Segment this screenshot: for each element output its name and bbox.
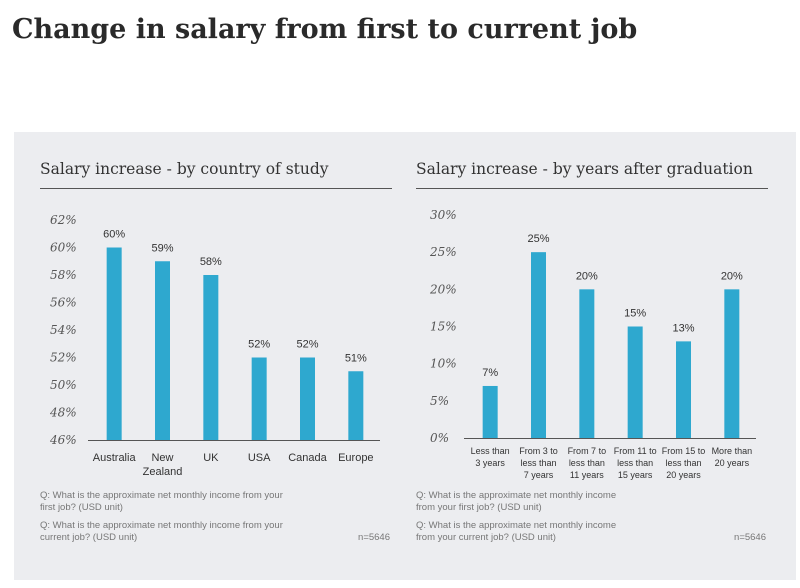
country-note-current-job: Q: What is the approximate net monthly i… — [40, 520, 283, 544]
years-note-first-job-line2: from your first job? (USD unit) — [416, 502, 542, 513]
country-note-current-job-line1: Q: What is the approximate net monthly i… — [40, 520, 283, 531]
bar — [251, 357, 267, 440]
bar-value-label: 59% — [151, 242, 173, 254]
country-chart: Salary increase - by country of study 46… — [40, 160, 392, 570]
category-label: Canada — [288, 452, 327, 464]
page-title: Change in salary from first to current j… — [12, 14, 638, 45]
bar-value-label: 52% — [248, 339, 270, 351]
bar-value-label: 60% — [103, 229, 125, 241]
country-note-first-job: Q: What is the approximate net monthly i… — [40, 490, 283, 514]
chart-panel: Salary increase - by country of study 46… — [14, 132, 796, 580]
bar-value-label: 20% — [721, 270, 743, 282]
country-chart-plot: 46% 48% 50% 52% 54% 56% 58% 60% 62% 60% Australia 5… — [49, 213, 380, 478]
y-tick-label: 62% — [50, 213, 77, 227]
country-chart-title: Salary increase - by country of study — [40, 160, 329, 178]
bar — [155, 261, 170, 440]
y-tick-label: 58% — [50, 268, 77, 282]
bar-value-label: 7% — [482, 367, 498, 379]
years-chart-plot: 0% 5% 10% 15% 20% 25% 30% 7% Less than 3 years 25%… — [429, 208, 756, 480]
bar — [203, 275, 219, 440]
y-tick-label: 0% — [430, 431, 449, 445]
y-tick-label: 5% — [430, 394, 449, 408]
category-label: UK — [203, 452, 219, 464]
y-tick-label: 25% — [429, 245, 457, 259]
y-tick-label: 54% — [50, 323, 77, 337]
category-label: From 3 to less than 7 years — [519, 446, 558, 480]
bar-value-label: 58% — [200, 256, 222, 268]
bar-value-label: 51% — [345, 352, 367, 364]
category-label: From 15 to less than 20 years — [662, 446, 706, 480]
years-note-first-job: Q: What is the approximate net monthly i… — [416, 490, 616, 514]
bar — [300, 357, 315, 440]
bar — [627, 326, 643, 438]
bar-value-label: 25% — [527, 233, 549, 245]
y-tick-label: 20% — [429, 282, 457, 296]
years-note-first-job-line1: Q: What is the approximate net monthly i… — [416, 490, 617, 501]
country-note-first-job-line2: first job? (USD unit) — [40, 502, 123, 513]
category-label: More than 20 years — [712, 446, 753, 468]
years-note-current-job-line1: Q: What is the approximate net monthly i… — [416, 520, 617, 531]
years-note-current-job: Q: What is the approximate net monthly i… — [416, 520, 616, 544]
y-tick-label: 52% — [50, 351, 77, 365]
y-tick-label: 15% — [430, 320, 457, 334]
category-label: Less than 3 years — [471, 446, 510, 468]
bar-value-label: 20% — [576, 270, 598, 282]
category-label: New Zealand — [143, 452, 183, 478]
y-tick-label: 10% — [430, 357, 457, 371]
country-note-current-job-line2: current job? (USD unit) — [40, 532, 138, 543]
years-chart-title: Salary increase - by years after graduat… — [416, 160, 753, 178]
bar — [348, 371, 364, 440]
y-tick-label: 30% — [430, 208, 457, 222]
bar — [531, 252, 546, 438]
y-tick-label: 46% — [49, 433, 77, 447]
y-tick-label: 60% — [50, 241, 77, 255]
bar-value-label: 52% — [296, 339, 318, 351]
category-label: From 7 to less than 11 years — [568, 446, 607, 480]
years-note-current-job-line2: from your current job? (USD unit) — [416, 532, 556, 543]
bar-value-label: 13% — [672, 322, 694, 334]
category-label: Australia — [93, 452, 137, 464]
years-chart-title-rule — [416, 188, 768, 189]
bar — [106, 247, 122, 440]
bar — [676, 341, 691, 438]
category-label: USA — [248, 452, 271, 464]
bar — [724, 289, 740, 438]
years-chart: Salary increase - by years after graduat… — [416, 160, 768, 570]
bar-value-label: 15% — [624, 308, 646, 320]
years-n-label: n=5646 — [734, 532, 766, 543]
y-tick-label: 56% — [50, 296, 77, 310]
country-chart-title-rule — [40, 188, 392, 189]
category-label: From 11 to less than 15 years — [614, 446, 657, 480]
country-n-label: n=5646 — [358, 532, 390, 543]
bar — [482, 385, 498, 438]
y-tick-label: 50% — [50, 378, 77, 392]
y-tick-label: 48% — [49, 406, 77, 420]
category-label: Europe — [338, 452, 373, 464]
country-note-first-job-line1: Q: What is the approximate net monthly i… — [40, 490, 283, 501]
bar — [579, 289, 595, 438]
